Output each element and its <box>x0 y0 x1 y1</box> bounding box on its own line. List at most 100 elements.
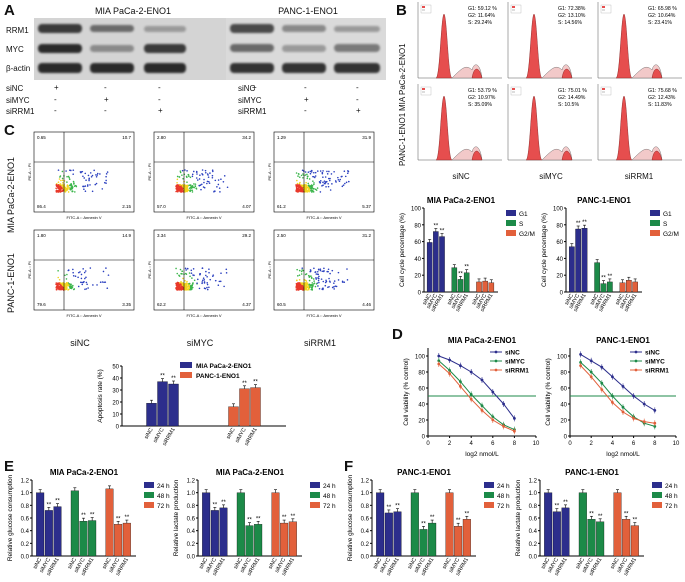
flow-dot <box>72 268 74 271</box>
flow-dot <box>70 283 72 286</box>
flow-dot <box>185 288 188 291</box>
significance-label: ** <box>55 499 60 505</box>
flow-dot <box>177 186 179 188</box>
flow-dot <box>84 172 87 175</box>
chart-viability-panc: PANC-1-ENO1 0 20 40 60 80 100 0 2 4 6 8 10 log2 nmol/… <box>545 336 680 458</box>
flow-dot <box>83 271 86 274</box>
flow-dot <box>201 279 204 282</box>
flow-dot <box>67 289 69 291</box>
flow-dot <box>190 269 193 272</box>
flow-dot <box>337 178 340 181</box>
flow-dot <box>296 279 298 282</box>
series-line-sinc <box>438 355 515 419</box>
hist-stat: G1: 75.68 % <box>648 88 677 94</box>
flow-dot <box>313 175 315 178</box>
x-tick-label: siNC <box>198 557 209 570</box>
bar-72-h <box>445 492 454 557</box>
flow-dot <box>189 176 192 179</box>
y-tick-label: 80 <box>414 223 421 229</box>
flow-dot <box>73 183 75 185</box>
flow-dot <box>305 181 307 184</box>
g2-peak <box>471 68 483 79</box>
flow-plot-frame <box>273 131 375 213</box>
bar-24-h <box>384 512 393 557</box>
flow-dot <box>302 190 304 193</box>
legend-swatch <box>650 220 660 226</box>
flow-dot <box>321 185 323 187</box>
flow-dot <box>305 187 308 190</box>
flow-dot <box>315 273 318 275</box>
flow-dot <box>105 267 107 269</box>
bar-48-h <box>596 521 605 557</box>
flow-dot <box>179 170 182 172</box>
flow-dot <box>179 184 182 186</box>
flow-dot <box>216 186 218 188</box>
flow-dot <box>65 278 68 280</box>
hist-stat: G2: 10.97% <box>468 95 496 101</box>
flow-dot <box>300 174 303 177</box>
y-axis-label: Relative lactate production <box>173 479 180 556</box>
bar-48-h <box>419 529 428 557</box>
y-tick-label: 0.0 <box>21 555 30 561</box>
flow-dot <box>196 173 198 175</box>
x-tick-label: siNC <box>32 557 43 570</box>
bar-72-h <box>122 522 131 557</box>
flow-dot <box>333 170 335 173</box>
flow-dot <box>178 283 180 286</box>
flow-dot <box>57 181 60 183</box>
hist-stat: G1: 65.98 % <box>648 6 677 12</box>
flow-dot <box>55 288 58 291</box>
flow-dot <box>212 275 214 278</box>
flow-x-label: FITC-A :: Annexin V <box>186 313 221 318</box>
flow-dot <box>214 179 217 182</box>
flow-dot <box>189 288 192 290</box>
quadrant-value: 14.9 <box>122 233 131 238</box>
flow-dot <box>185 269 187 271</box>
flow-dot <box>84 270 87 272</box>
flow-dot <box>298 269 301 272</box>
flow-dot <box>296 187 299 190</box>
flow-dot <box>80 273 83 276</box>
flow-dot <box>72 180 75 183</box>
flow-dot <box>206 180 209 183</box>
flow-dot <box>57 286 59 288</box>
flow-dot <box>308 189 310 192</box>
y-tick-label: 0.8 <box>529 504 538 510</box>
flow-dot <box>347 170 349 172</box>
bar-24-h <box>53 506 62 557</box>
x-tick-label: siNC <box>564 293 575 306</box>
g1-peak <box>615 95 633 161</box>
flow-dot <box>74 191 76 193</box>
blot-row-label-myc: MYC <box>6 45 24 54</box>
flow-dot <box>331 269 334 272</box>
lane-mark: - <box>252 106 255 115</box>
flow-dot <box>85 179 87 182</box>
flow-dot <box>322 287 324 290</box>
band <box>90 63 134 73</box>
g2-peak <box>651 68 663 79</box>
flow-dot <box>318 281 320 284</box>
flow-dot <box>64 285 66 288</box>
flow-dot <box>199 174 201 177</box>
flow-dot <box>309 269 312 271</box>
flow-dot <box>301 267 304 269</box>
flow-dot <box>345 181 348 184</box>
flow-dot <box>225 272 228 274</box>
panel-label-a: A <box>4 2 15 19</box>
chart-title: MIA PaCa-2-ENO1 <box>427 196 496 205</box>
bar-panc-1-eno1 <box>228 406 239 427</box>
x-tick-label: siNC <box>233 557 244 570</box>
flow-dot <box>81 281 83 284</box>
flow-dot <box>325 180 327 183</box>
flow-dot <box>90 176 93 178</box>
y-tick-label: 0.6 <box>187 517 196 523</box>
flow-dot <box>66 175 68 178</box>
flow-dot <box>79 281 82 284</box>
bar-72-h <box>114 524 123 557</box>
flow-dot <box>295 172 298 174</box>
flow-dot <box>329 272 331 275</box>
flow-dot <box>95 174 97 176</box>
bar-72-h <box>288 521 297 557</box>
flow-dot <box>60 186 63 188</box>
legend-swatch <box>144 502 154 508</box>
